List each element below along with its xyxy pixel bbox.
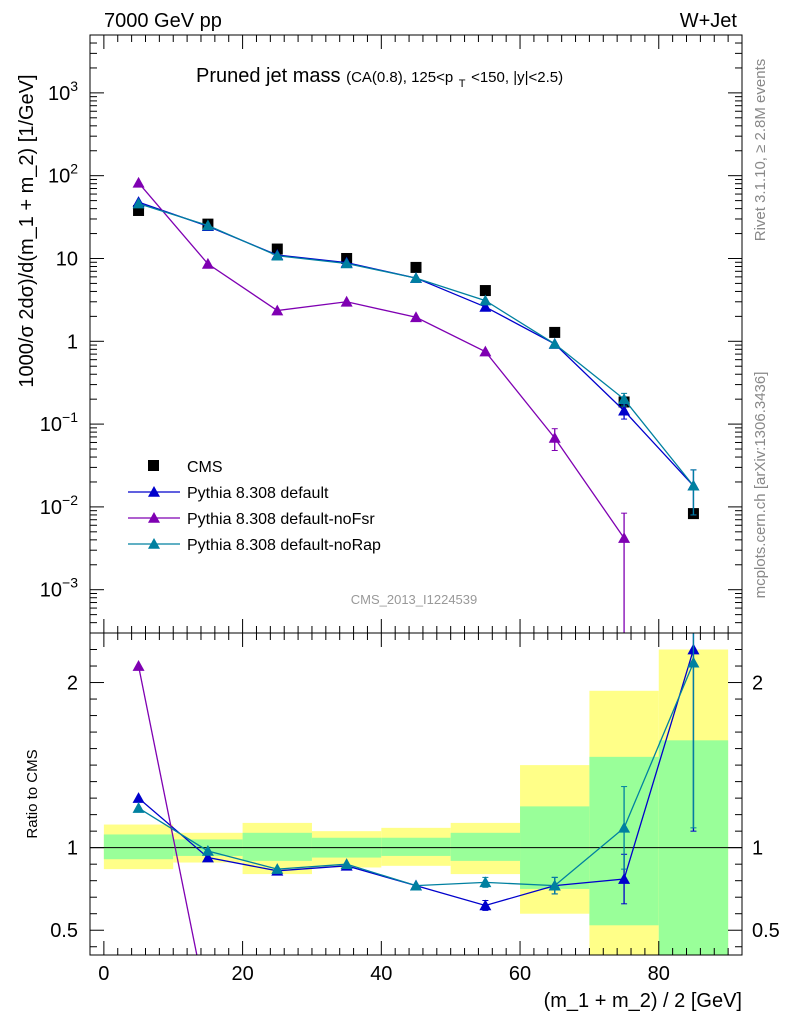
legend-marker — [148, 486, 160, 497]
ratio-data-point — [201, 844, 214, 856]
main-data-point — [687, 479, 700, 491]
legend-entry-label: Pythia 8.308 default-noRap — [187, 537, 381, 554]
legend: CMS Pythia 8.308 default Pythia 8.308 defa… — [128, 459, 381, 554]
ratio-data-point — [271, 863, 284, 874]
ratio-band-green — [381, 837, 451, 856]
header-energy: 7000 GeV pp — [104, 10, 222, 32]
main-data-point — [548, 337, 561, 349]
x-axis-label: (m_1 + m_2) / 2 [GeV] — [544, 990, 742, 1012]
ratio-band-green — [242, 832, 312, 861]
legend-entry-label: CMS — [187, 459, 223, 476]
main-data-point — [410, 261, 422, 273]
main-data-point — [132, 197, 145, 209]
legend-marker — [148, 460, 159, 471]
main-data-point — [410, 272, 422, 283]
main-data-point — [479, 300, 492, 312]
main-series-line — [138, 201, 694, 487]
ratio-data-point — [479, 876, 492, 888]
main-y-tick-label: 10 — [56, 248, 78, 270]
legend-entry-label: Pythia 8.308 default — [187, 485, 329, 502]
x-tick-label: 20 — [231, 963, 253, 985]
legend-marker — [148, 512, 160, 523]
main-y-tick-label: 102 — [48, 161, 78, 188]
main-data-point — [133, 204, 145, 216]
ratio-axes: 0 20 40 60 80 0.5 0.5 1 1 2 2 — [50, 633, 780, 985]
main-axes: 10−3 10−2 10−1 1 10 102 103 — [40, 35, 742, 634]
plot-title-detail-sub: T — [459, 78, 466, 90]
main-data-point — [548, 431, 561, 443]
x-tick-label: 60 — [509, 963, 531, 985]
main-series-line — [138, 182, 625, 539]
ratio-y-tick-label-right: 0.5 — [752, 920, 780, 942]
ratio-data-point — [548, 879, 561, 891]
ratio-series-group — [132, 633, 700, 955]
main-data-point — [410, 311, 422, 323]
main-data-point — [618, 393, 631, 404]
ratio-y-tick-label: 1 — [67, 838, 78, 860]
ratio-series-layer — [132, 633, 700, 955]
ratio-data-point — [618, 873, 631, 884]
ratio-band-green — [103, 834, 174, 860]
main-data-point — [132, 176, 145, 188]
main-y-tick-label: 103 — [48, 78, 78, 105]
ratio-data-point — [132, 792, 145, 803]
main-series-layer — [132, 176, 700, 633]
ratio-panel-frame — [89, 632, 743, 956]
main-data-point — [271, 304, 284, 316]
rivet-version-label: Rivet 3.1.10, ≥ 2.8M events — [752, 59, 769, 242]
ratio-data-point — [618, 821, 631, 833]
ratio-band-green — [450, 832, 521, 861]
analysis-id-label: CMS_2013_I1224539 — [351, 592, 478, 607]
ratio-y-tick-label-right: 1 — [752, 838, 763, 860]
main-y-axis-label: 1000/σ 2dσ)/d(m_1 + m_2) [1/GeV] — [16, 74, 38, 387]
ratio-y-tick-label: 0.5 — [50, 920, 78, 942]
ratio-y-tick-label: 2 — [67, 673, 78, 695]
ratio-data-point — [201, 851, 214, 863]
legend-marker — [148, 538, 160, 549]
ratio-data-point — [479, 899, 492, 911]
main-data-point — [479, 345, 492, 357]
x-tick-label: 0 — [98, 963, 109, 985]
plot-title-detail-pre: (CA(0.8), 125<p — [346, 69, 453, 86]
main-data-point — [340, 257, 353, 269]
ratio-y-tick-label-right: 2 — [752, 673, 763, 695]
ratio-data-point — [410, 879, 422, 891]
plot-title-main: Pruned jet mass — [196, 65, 341, 87]
main-data-point — [271, 243, 283, 255]
plot-title-detail-post: <150, |y|<2.5) — [471, 69, 563, 86]
main-y-tick-label: 1 — [67, 331, 78, 353]
main-data-point — [618, 404, 631, 416]
main-y-tick-label: 10−3 — [40, 575, 78, 602]
ratio-series-line — [137, 665, 198, 955]
mcplots-label: mcplots.cern.ch [arXiv:1306.3436] — [752, 372, 769, 599]
main-data-point — [340, 295, 353, 307]
header-process: W+Jet — [680, 10, 738, 32]
main-data-point — [618, 532, 631, 543]
main-series-line — [138, 202, 694, 487]
main-data-point — [479, 294, 492, 306]
main-y-tick-label: 10−1 — [40, 409, 78, 436]
legend-entry-label: Pythia 8.308 default-noFsr — [187, 511, 375, 528]
main-data-point — [479, 285, 491, 297]
main-data-point — [271, 249, 284, 261]
ratio-data-point — [687, 656, 700, 668]
plot-title: Pruned jet mass (CA(0.8), 125<p T <150, … — [196, 65, 563, 92]
main-y-tick-label: 10−2 — [40, 492, 78, 519]
ratio-data-point — [340, 858, 353, 869]
main-data-point — [201, 257, 214, 269]
ratio-y-axis-label: Ratio to CMS — [24, 749, 41, 838]
ratio-data-point — [132, 660, 145, 671]
main-data-point — [201, 219, 214, 231]
main-data-point — [549, 326, 561, 338]
x-tick-label: 80 — [648, 963, 670, 985]
x-tick-label: 40 — [370, 963, 392, 985]
ratio-data-point — [132, 802, 145, 813]
